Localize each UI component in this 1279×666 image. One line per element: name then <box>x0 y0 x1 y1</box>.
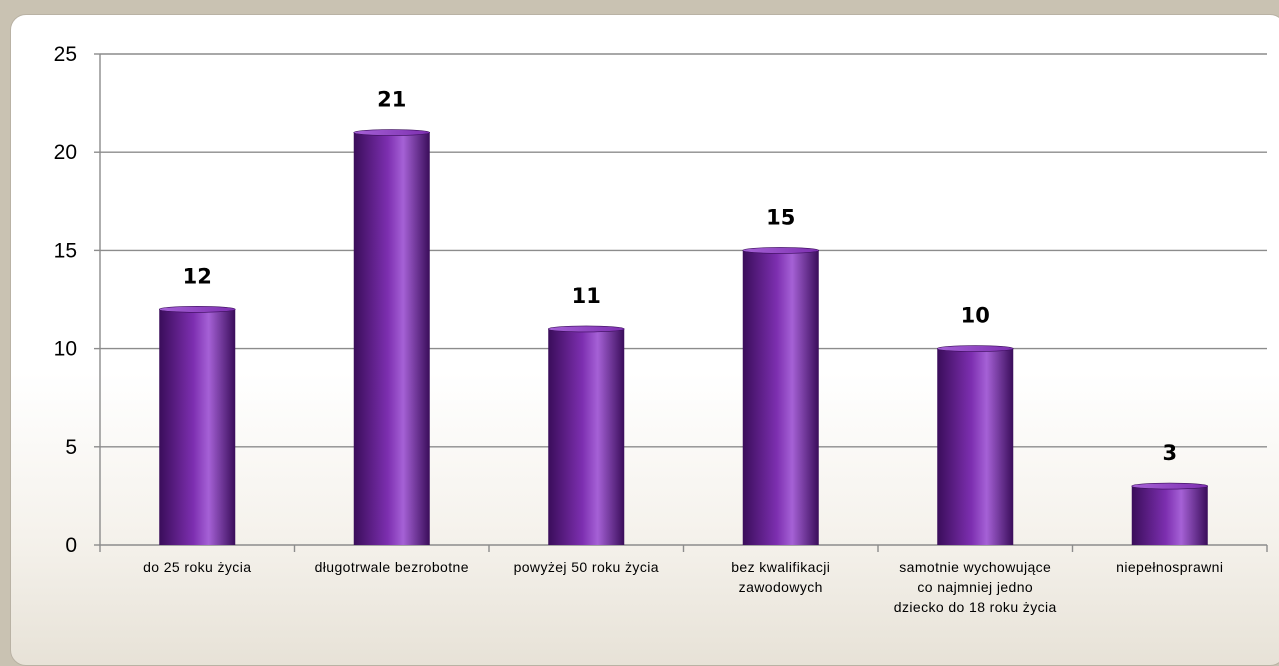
bar <box>547 325 625 545</box>
gridlines <box>100 53 1267 448</box>
data-label: 10 <box>961 304 990 328</box>
labels: 0 5 10 15 20 25 12 do 25 roku życia 21 długotrwal… <box>54 43 1223 615</box>
y-tick-label: 5 <box>65 436 77 459</box>
x-tick-label: powyżej 50 roku życia <box>514 559 659 575</box>
y-tick-label: 15 <box>54 239 77 262</box>
y-tick-label: 25 <box>54 43 77 66</box>
y-tick-label: 0 <box>65 534 77 557</box>
data-label: 21 <box>377 88 406 112</box>
bar <box>353 129 431 545</box>
x-tick-label: niepełnosprawni <box>1116 559 1223 575</box>
x-tick-label: do 25 roku życia <box>143 559 251 575</box>
x-tick-label: długotrwale bezrobotne <box>315 559 469 575</box>
data-label: 11 <box>572 284 601 308</box>
x-tick-label: bez kwalifikacji zawodowych <box>731 559 830 595</box>
bar <box>936 345 1014 545</box>
bar <box>1131 482 1209 545</box>
axes <box>94 53 1268 552</box>
y-tick-label: 20 <box>54 141 77 164</box>
data-label: 15 <box>766 205 795 229</box>
bar <box>158 306 236 545</box>
data-label: 3 <box>1162 441 1177 465</box>
data-label: 12 <box>183 264 212 288</box>
y-tick-label: 10 <box>54 338 77 361</box>
bars <box>158 129 1209 545</box>
x-tick-label: samotnie wychowujące co najmniej jedno dzi… <box>894 559 1057 615</box>
bar <box>742 247 820 545</box>
